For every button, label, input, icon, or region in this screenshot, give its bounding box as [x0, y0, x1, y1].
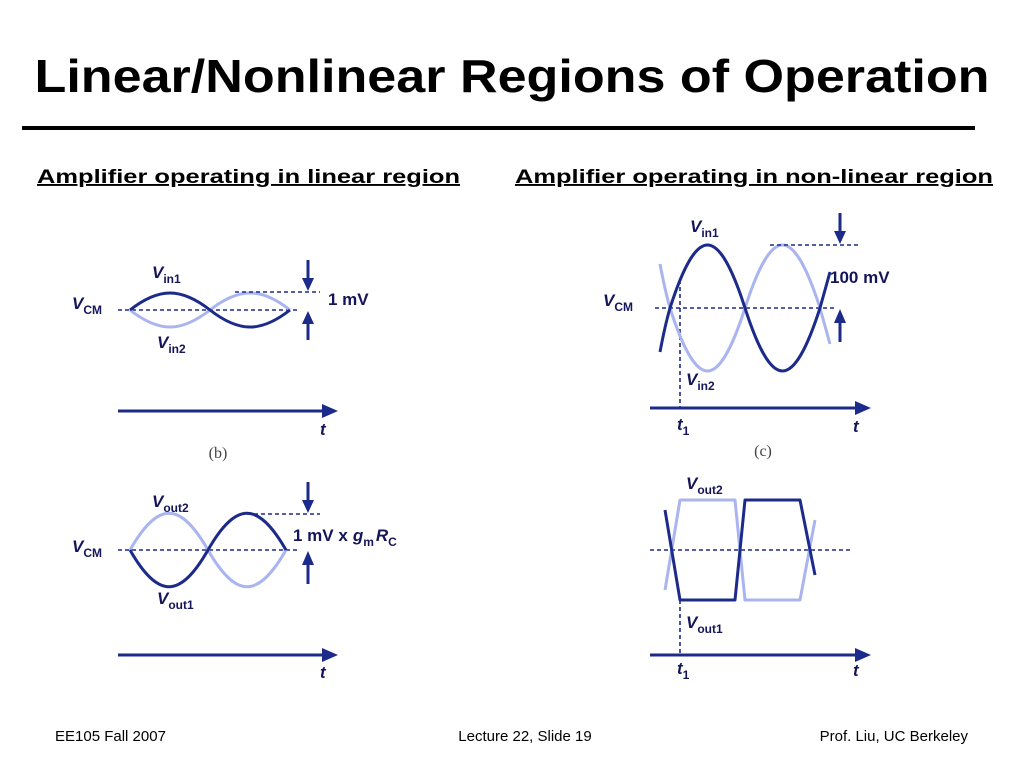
- heading: Amplifier operating in non-linear region: [515, 167, 993, 188]
- label: Vin2: [686, 370, 715, 393]
- footer-center: Lecture 22, Slide 19: [458, 728, 591, 745]
- label: Vout1: [157, 589, 194, 612]
- label: Vout2: [686, 474, 723, 497]
- label: t: [853, 661, 860, 680]
- caption: (b): [209, 445, 228, 462]
- wave: [658, 243, 832, 373]
- arrow: [302, 278, 314, 291]
- title: Linear/Nonlinear Regions of Operation: [35, 50, 990, 102]
- label: t: [853, 417, 860, 436]
- wave: [128, 511, 288, 589]
- label: t: [320, 663, 327, 682]
- diagram-linear-input: Vin1 VCM Vin2 1 mV t (b): [72, 260, 369, 462]
- arrow: [302, 500, 314, 513]
- footer-right: Prof. Liu, UC Berkeley: [820, 728, 969, 745]
- label: VCM: [72, 537, 102, 560]
- label: t1: [677, 659, 690, 682]
- wave: [658, 243, 832, 373]
- label: 1 mV x gm RC: [293, 526, 397, 549]
- label: Vout2: [152, 492, 189, 515]
- label: t1: [677, 415, 690, 438]
- label: Vout1: [686, 613, 723, 636]
- title-rule: [22, 126, 975, 130]
- arrow: [302, 311, 314, 324]
- arrow: [855, 648, 871, 662]
- label: 1 mV: [328, 290, 369, 309]
- label: VCM: [72, 294, 102, 317]
- arrow: [834, 231, 846, 244]
- diagram-linear-output: Vout2 VCM Vout1 1 mV x gm RC t: [72, 482, 397, 682]
- heading: Amplifier operating in linear region: [37, 167, 460, 188]
- arrow: [302, 551, 314, 565]
- arrow: [855, 401, 871, 415]
- wave: [663, 498, 817, 602]
- label: Vin1: [152, 263, 181, 286]
- label: Vin1: [690, 217, 719, 240]
- arrow: [322, 648, 338, 662]
- wave: [129, 291, 291, 329]
- label: t: [320, 420, 327, 439]
- label: Vin2: [157, 333, 186, 356]
- diagram-nonlinear-input: Vin1 VCM Vin2 100 mV t t1 (c): [603, 213, 890, 460]
- diagram-nonlinear-output: Vout2 Vout1 t t1: [650, 474, 871, 682]
- arrow: [834, 309, 846, 323]
- label: 100 mV: [830, 268, 890, 287]
- arrow: [322, 404, 338, 418]
- label: VCM: [603, 291, 633, 314]
- caption: (c): [754, 443, 772, 460]
- footer-left: EE105 Fall 2007: [55, 728, 166, 745]
